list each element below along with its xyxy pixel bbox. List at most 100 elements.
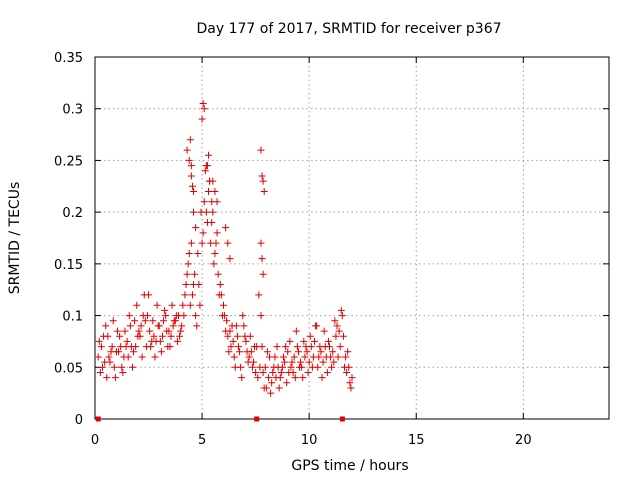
data-point: [266, 353, 274, 361]
data-point: [270, 363, 278, 371]
data-point: [214, 270, 222, 278]
axis-markers: [95, 416, 345, 422]
data-point: [179, 301, 187, 309]
data-point: [337, 306, 345, 314]
data-point: [348, 374, 356, 382]
data-point: [344, 348, 352, 356]
data-point: [229, 337, 237, 345]
data-point: [209, 208, 217, 216]
data-point: [123, 337, 131, 345]
data-point: [255, 291, 263, 299]
data-point: [208, 198, 216, 206]
data-point: [315, 353, 323, 361]
data-point: [312, 322, 320, 330]
data-point: [190, 187, 198, 195]
data-point: [297, 358, 305, 366]
data-point: [167, 332, 175, 340]
data-point: [305, 358, 313, 366]
data-point: [203, 162, 211, 170]
data-point: [187, 239, 195, 247]
data-point: [124, 353, 132, 361]
data-point: [163, 327, 171, 335]
data-point: [192, 312, 200, 320]
data-point: [164, 343, 172, 351]
data-point: [241, 332, 249, 340]
data-point: [244, 358, 252, 366]
data-point: [206, 177, 214, 185]
data-points: [94, 100, 356, 397]
data-point: [183, 146, 191, 154]
data-point: [227, 343, 235, 351]
data-point: [192, 224, 200, 232]
axis-marker: [339, 416, 345, 422]
data-point: [126, 322, 134, 330]
data-point: [180, 312, 188, 320]
data-point: [279, 353, 287, 361]
data-point: [233, 332, 241, 340]
grid: [95, 57, 609, 419]
data-point: [118, 363, 126, 371]
data-point: [193, 322, 201, 330]
data-point: [257, 239, 265, 247]
data-point: [113, 327, 121, 335]
data-point: [218, 312, 226, 320]
data-point: [172, 312, 180, 320]
data-point: [169, 322, 177, 330]
data-point: [292, 327, 300, 335]
y-tick-label: 0.15: [54, 258, 83, 273]
data-point: [212, 239, 220, 247]
data-point: [111, 374, 119, 382]
data-point: [294, 348, 302, 356]
data-point: [168, 301, 176, 309]
data-point: [200, 105, 208, 113]
data-point: [216, 281, 224, 289]
data-point: [202, 208, 210, 216]
data-point: [147, 343, 155, 351]
data-point: [150, 332, 158, 340]
data-point: [182, 281, 190, 289]
data-point: [188, 291, 196, 299]
data-point: [134, 332, 142, 340]
y-tick-label: 0.35: [54, 51, 83, 66]
data-point: [161, 306, 169, 314]
y-tick-label: 0.2: [62, 206, 83, 221]
data-point: [200, 198, 208, 206]
data-point: [290, 353, 298, 361]
x-tick-label: 5: [198, 433, 206, 448]
data-point: [267, 389, 275, 397]
data-point: [231, 363, 239, 371]
data-point: [157, 348, 165, 356]
y-tick-label: 0.05: [54, 361, 83, 376]
data-point: [194, 250, 202, 258]
data-point: [148, 337, 156, 345]
data-point: [252, 368, 260, 376]
data-point: [103, 374, 111, 382]
data-point: [128, 363, 136, 371]
data-point: [215, 291, 223, 299]
data-point: [338, 312, 346, 320]
data-point: [94, 353, 102, 361]
data-point: [154, 322, 162, 330]
data-point: [258, 255, 266, 263]
data-point: [248, 363, 256, 371]
data-point: [245, 353, 253, 361]
data-point: [330, 358, 338, 366]
data-point: [259, 368, 267, 376]
data-point: [224, 332, 232, 340]
data-point: [258, 172, 266, 180]
data-point: [183, 270, 191, 278]
data-point: [153, 301, 161, 309]
data-point: [131, 317, 139, 325]
data-point: [196, 301, 204, 309]
axis-ticks: 0 0.05 0.1 0.15 0.2 0.25 0.3 0.35 0 5 10 15 20: [54, 51, 609, 448]
data-point: [321, 343, 329, 351]
data-point: [273, 343, 281, 351]
data-point: [198, 115, 206, 123]
data-point: [289, 368, 297, 376]
data-point: [208, 218, 216, 226]
data-point: [176, 332, 184, 340]
data-point: [288, 358, 296, 366]
data-point: [264, 374, 272, 382]
x-tick-label: 10: [301, 433, 318, 448]
